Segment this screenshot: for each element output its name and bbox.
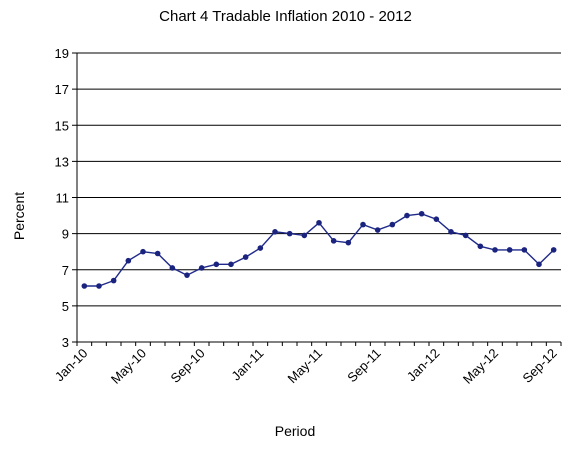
x-tick-label: Jan-11 [228, 346, 266, 384]
data-point [330, 238, 337, 244]
data-point [506, 247, 513, 253]
y-tick-label: 5 [62, 299, 69, 314]
x-tick-label: May-10 [108, 346, 149, 387]
data-point [154, 250, 161, 257]
data-point [198, 265, 205, 271]
y-tick-label: 11 [56, 191, 70, 206]
x-tick-label: Sep-11 [344, 346, 384, 386]
data-point [213, 261, 220, 268]
data-point [492, 247, 498, 253]
data-point [448, 229, 454, 235]
data-point [81, 283, 88, 289]
data-point [242, 254, 249, 260]
data-point [389, 221, 396, 228]
data-point [404, 212, 410, 219]
y-tick-label: 17 [55, 82, 69, 97]
data-point [360, 221, 366, 228]
data-point [96, 283, 102, 289]
y-tick-label: 13 [55, 154, 69, 169]
data-point [125, 257, 132, 264]
x-tick-label: May-12 [460, 346, 501, 387]
data-point [345, 239, 352, 246]
y-tick-label: 7 [62, 263, 69, 278]
x-axis-label: Period [275, 423, 315, 439]
data-point [184, 272, 190, 278]
data-point [272, 229, 278, 235]
data-point [462, 232, 469, 239]
data-point [228, 261, 234, 268]
data-point [418, 210, 425, 217]
data-point [257, 245, 264, 251]
chart-title: Chart 4 Tradable Inflation 2010 - 2012 [159, 8, 412, 25]
gridlines [77, 52, 561, 307]
data-point [477, 243, 484, 250]
x-tick-label: May-11 [285, 346, 326, 387]
data-point [169, 265, 176, 271]
x-tick-labels: Jan-10 May-10 Sep-10 Jan-11 May-11 Sep-11 Jan-… [52, 346, 560, 387]
data-point [374, 227, 381, 233]
data-point [550, 247, 557, 253]
data-point [521, 247, 528, 253]
data-point [301, 232, 308, 239]
y-tick-label: 15 [55, 118, 69, 133]
y-tick-labels: 3 5 7 9 11 13 15 17 19 [55, 46, 69, 350]
data-point [433, 216, 440, 222]
x-tick-label: Sep-10 [168, 346, 208, 386]
y-tick-label: 9 [62, 227, 69, 242]
x-tick-label: Jan-10 [52, 346, 91, 385]
series [81, 210, 557, 289]
data-point [316, 219, 322, 226]
x-tick-label: Jan-12 [404, 346, 443, 385]
data-point [110, 277, 117, 284]
y-tick-label: 19 [55, 46, 69, 61]
data-point [286, 230, 293, 237]
data-point [536, 261, 542, 268]
x-tick-label: Sep-12 [520, 346, 560, 386]
data-point [140, 248, 146, 255]
y-tick-label: 3 [62, 335, 69, 350]
y-axis-label: Percent [11, 192, 27, 240]
axes [72, 52, 562, 346]
